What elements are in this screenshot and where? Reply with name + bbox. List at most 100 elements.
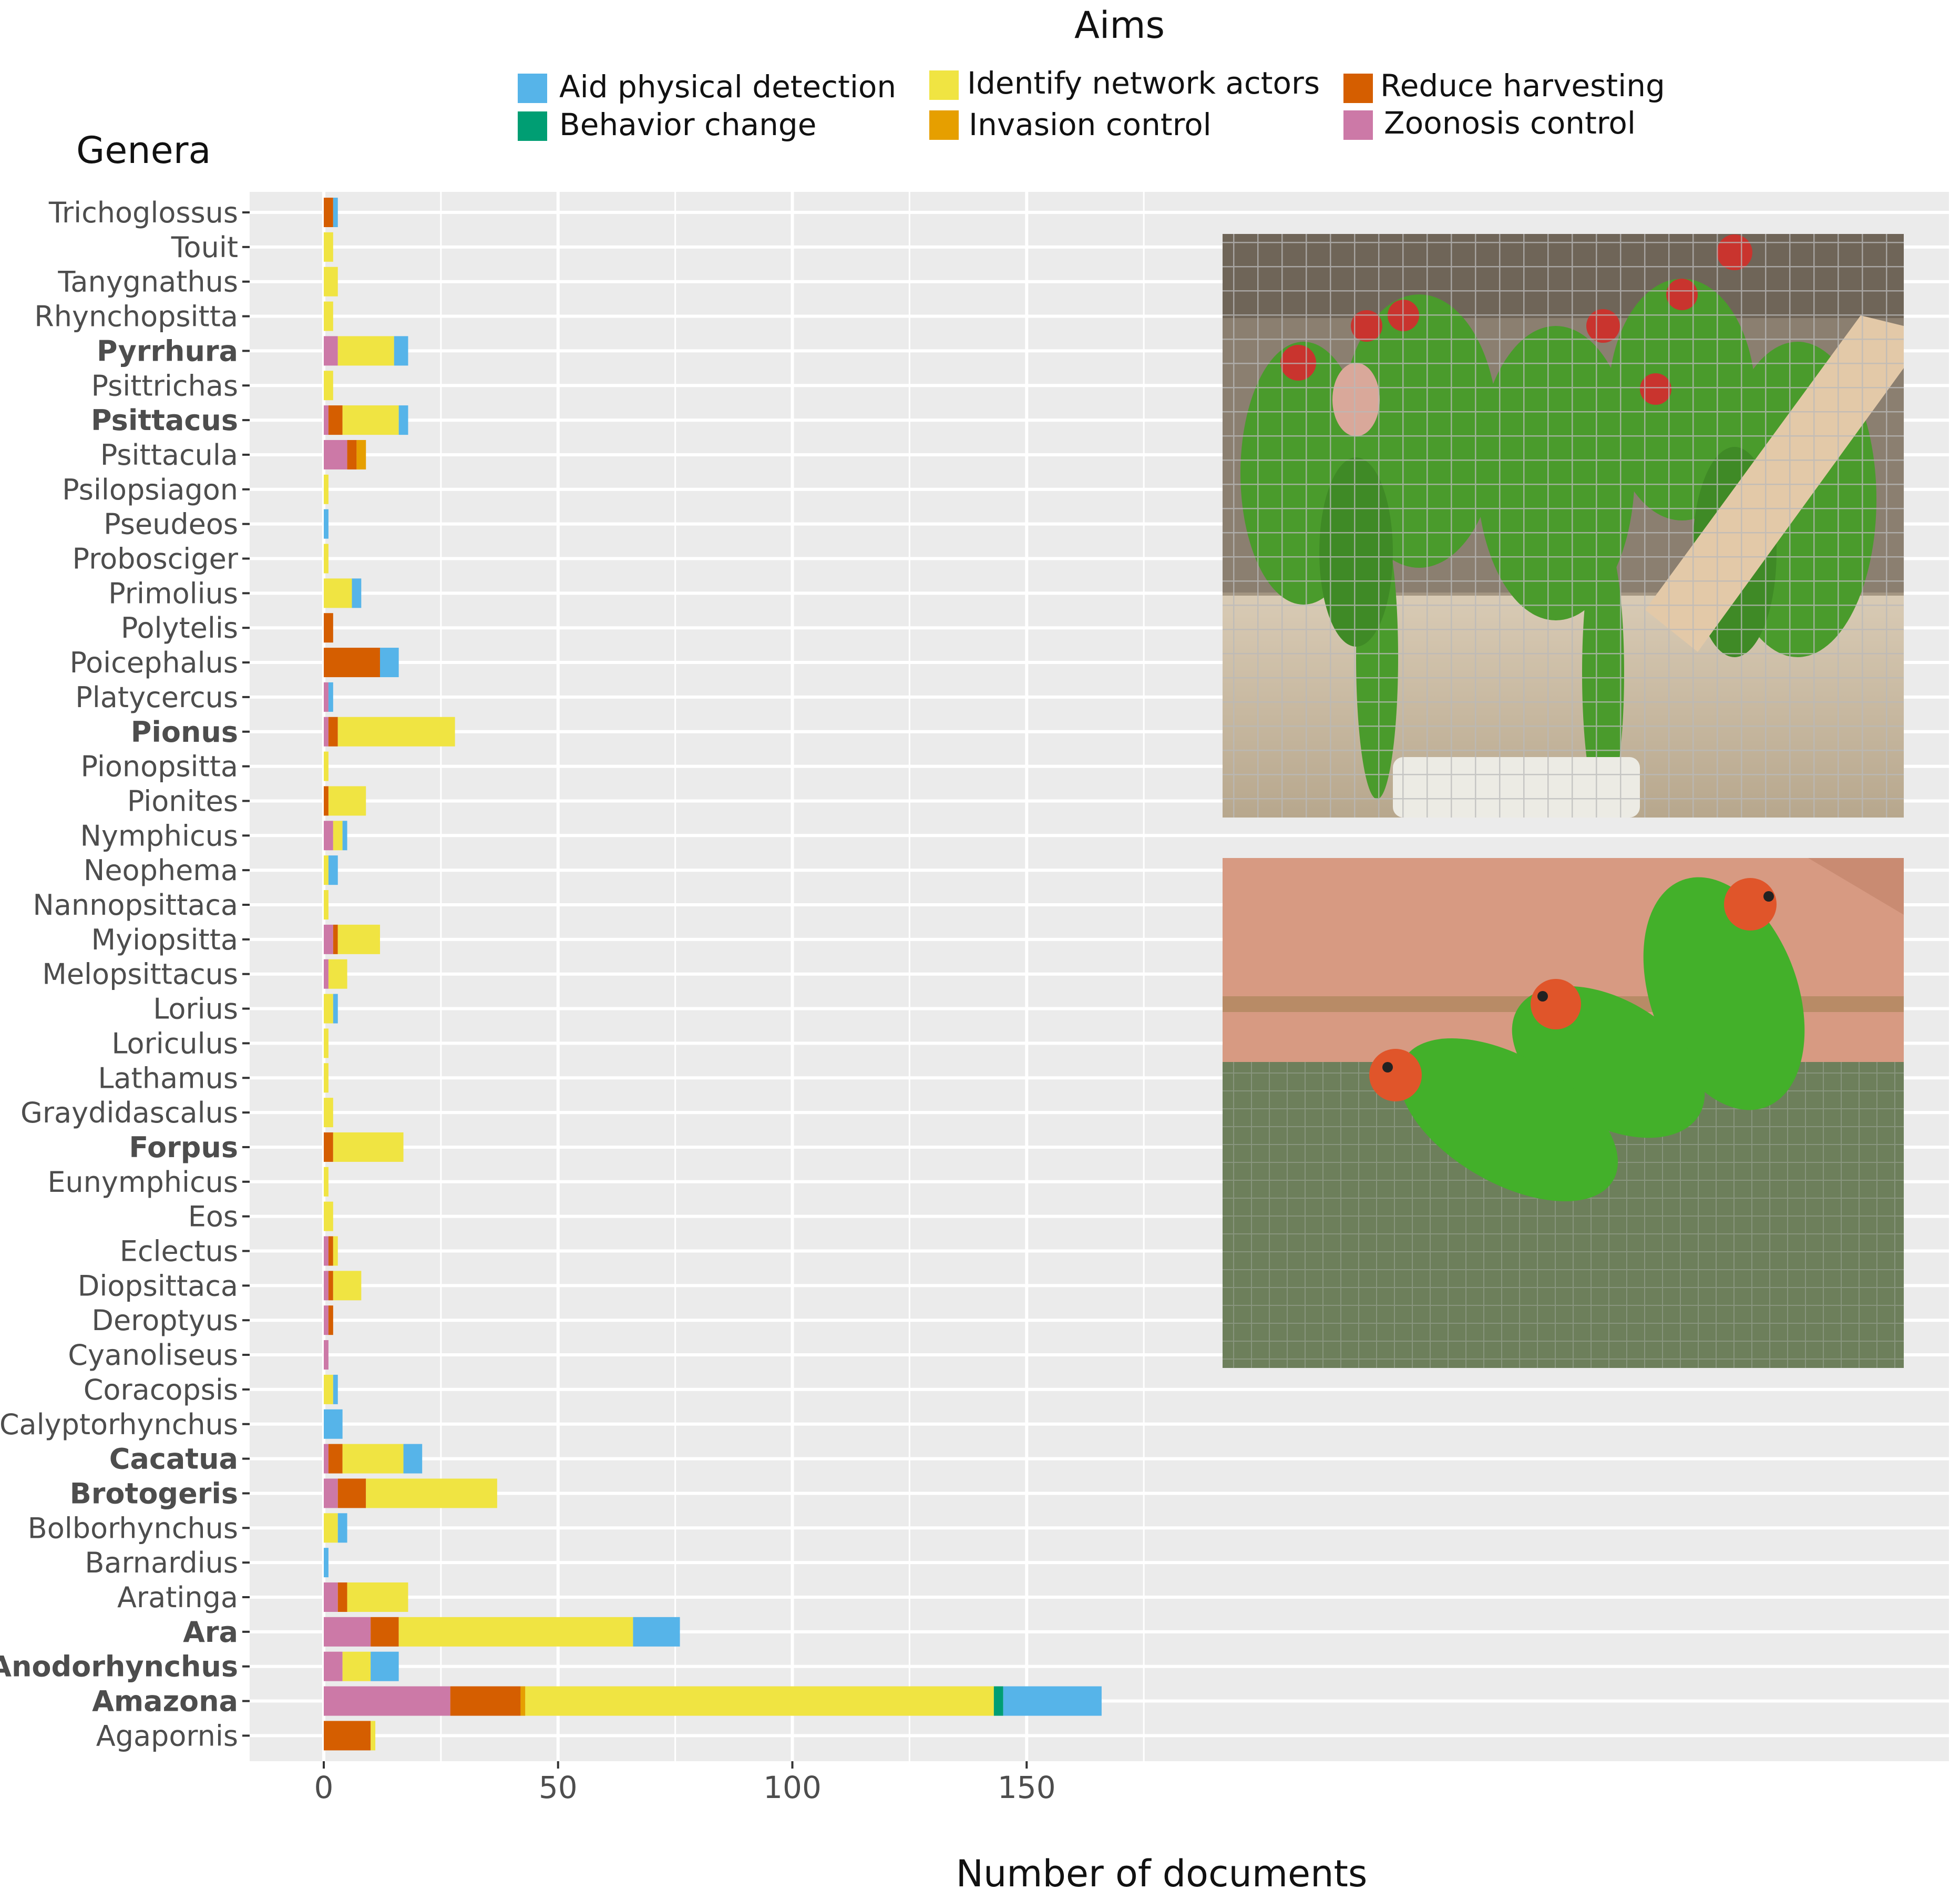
- bar-segment-inv: [520, 1686, 526, 1716]
- y-tick-label: Cacatua: [109, 1443, 238, 1476]
- bar-segment-idn: [324, 371, 333, 401]
- y-tick-label: Polytelis: [121, 611, 238, 645]
- bar-segment-idn: [324, 890, 329, 920]
- bar-segment-idn: [324, 855, 329, 885]
- y-tick-label: Neophema: [84, 854, 238, 887]
- bar-segment-red: [337, 1478, 366, 1508]
- bar-segment-zoo: [324, 717, 329, 747]
- bar-segment-aid: [333, 994, 338, 1024]
- bar-segment-inv: [356, 440, 366, 469]
- y-tick-label: Eclectus: [120, 1235, 238, 1268]
- y-tick-label: Coracopsis: [84, 1373, 238, 1406]
- y-tick-label: Forpus: [129, 1131, 238, 1164]
- legend-swatch-red: [1343, 74, 1373, 103]
- y-tick-label: Bolborhynchus: [28, 1511, 238, 1545]
- legend-item-inv: Invasion control: [929, 107, 1212, 142]
- y-tick-label: Pionus: [131, 716, 238, 749]
- bar-segment-red: [328, 405, 343, 435]
- bar-segment-zoo: [324, 440, 347, 469]
- bar-segment-idn: [324, 994, 333, 1024]
- bar-segment-aid: [394, 336, 408, 366]
- y-tick-label: Psittacus: [91, 404, 238, 437]
- legend: Aid physical detection Behavior change I…: [518, 65, 1665, 142]
- bar-segment-aid: [324, 1409, 343, 1439]
- bar-segment-idn: [324, 1063, 329, 1093]
- bar-segment-idn: [324, 1513, 338, 1543]
- bar-segment-idn: [324, 1028, 329, 1058]
- bar-segment-idn: [337, 336, 394, 366]
- bar-segment-aid: [633, 1617, 680, 1647]
- bar-segment-red: [337, 1582, 347, 1612]
- y-tick-label: Amazona: [92, 1685, 238, 1718]
- bar-segment-aid: [324, 509, 329, 539]
- y-tick-label: Nymphicus: [80, 819, 238, 852]
- bar-segment-aid: [371, 1651, 399, 1681]
- y-axis: TrichoglossusTouitTanygnathusRhynchopsit…: [0, 196, 250, 1752]
- y-tick-label: Calyptorhynchus: [0, 1408, 238, 1441]
- bar-segment-red: [371, 1617, 399, 1647]
- y-tick-label: Ara: [183, 1616, 238, 1649]
- y-tick-label: Brotogeris: [70, 1477, 238, 1510]
- x-tick-label: 0: [314, 1770, 334, 1805]
- bar-segment-idn: [525, 1686, 994, 1716]
- y-tick-label: Agapornis: [96, 1719, 238, 1752]
- x-tick-label: 150: [998, 1770, 1056, 1805]
- y-axis-title: Genera: [76, 129, 211, 172]
- bar-segment-red: [324, 648, 380, 678]
- bar-segment-idn: [333, 1236, 338, 1266]
- bar-segment-aid: [379, 648, 399, 678]
- y-tick-label: Tanygnathus: [57, 265, 238, 299]
- x-axis: 0 50 100 150: [314, 1761, 1056, 1805]
- y-tick-label: Pionites: [127, 784, 238, 818]
- chart-title: Aims: [1074, 4, 1165, 47]
- y-tick-label: Pionopsitta: [80, 750, 238, 783]
- bar-segment-idn: [371, 1721, 376, 1751]
- bar-segment-zoo: [324, 821, 333, 851]
- bar-segment-zoo: [324, 1444, 329, 1474]
- bar-segment-aid: [324, 1548, 329, 1578]
- bar-segment-zoo: [324, 682, 329, 712]
- legend-label-aid: Aid physical detection: [559, 69, 896, 105]
- inset-photo-caged-parakeets: [1223, 234, 1904, 818]
- y-tick-label: Pseudeos: [104, 508, 238, 541]
- bar-segment-zoo: [324, 1651, 343, 1681]
- legend-label-zoo: Zoonosis control: [1384, 105, 1636, 141]
- bar-segment-idn: [398, 1617, 633, 1647]
- bar-segment-idn: [324, 232, 333, 262]
- y-tick-label: Myiopsitta: [91, 923, 238, 956]
- bar-segment-idn: [366, 1478, 497, 1508]
- x-tick-label: 50: [539, 1770, 578, 1805]
- bar-segment-red: [328, 1271, 333, 1301]
- legend-item-red: Reduce harvesting: [1343, 68, 1665, 104]
- bar-segment-red: [324, 1721, 371, 1751]
- legend-label-idn: Identify network actors: [967, 65, 1320, 101]
- bar-segment-red: [328, 717, 338, 747]
- bar-segment-zoo: [324, 1686, 450, 1716]
- y-tick-label: Deroptyus: [91, 1304, 238, 1337]
- bar-segment-idn: [324, 1098, 333, 1128]
- bar-segment-aid: [1003, 1686, 1102, 1716]
- bar-segment-idn: [342, 1651, 371, 1681]
- y-tick-label: Anodorhynchus: [0, 1650, 238, 1683]
- bar-segment-zoo: [324, 1340, 329, 1370]
- y-tick-label: Psilopsiagon: [62, 473, 238, 506]
- bar-segment-aid: [328, 682, 333, 712]
- bar-segment-aid: [337, 1513, 347, 1543]
- bars: [324, 198, 1102, 1751]
- bar-segment-zoo: [324, 405, 329, 435]
- y-tick-label: Melopsittacus: [42, 958, 238, 991]
- bar-segment-idn: [324, 1167, 329, 1197]
- bar-segment-zoo: [324, 1478, 338, 1508]
- bar-segment-zoo: [324, 1271, 329, 1301]
- y-tick-label: Psittrichas: [91, 369, 238, 402]
- y-tick-label: Pyrrhura: [97, 334, 238, 367]
- bar-segment-beh: [993, 1686, 1003, 1716]
- bar-segment-red: [328, 1236, 333, 1266]
- bar-segment-aid: [328, 855, 338, 885]
- bar-segment-idn: [347, 1582, 408, 1612]
- legend-item-aid: Aid physical detection: [518, 69, 896, 105]
- bar-segment-red: [324, 198, 333, 227]
- x-axis-title: Number of documents: [956, 1852, 1368, 1895]
- bar-segment-zoo: [324, 1617, 371, 1647]
- bar-segment-idn: [324, 544, 329, 574]
